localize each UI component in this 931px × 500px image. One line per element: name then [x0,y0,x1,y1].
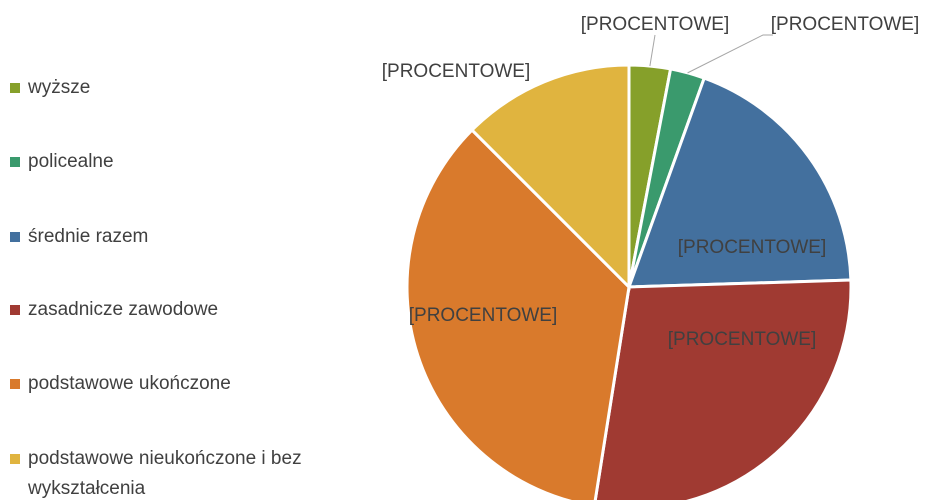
data-label: [PROCENTOWE] [581,14,730,35]
leader-line [649,34,656,67]
legend-label: podstawowe nieukończone i bez wykształce… [28,448,302,499]
legend-label: zasadnicze zawodowe [28,299,219,320]
leader-line [687,34,773,74]
legend-label: podstawowe ukończone [28,373,231,394]
legend-label: policealne [28,151,114,172]
legend-swatch [10,83,20,93]
legend-swatch [10,157,20,167]
legend-item: średnie razem [10,222,310,252]
pie-slice [593,278,853,500]
legend-item: podstawowe nieukończone i bez wykształce… [10,444,310,500]
pie-slice [469,63,631,291]
legend-item: wyższe [10,73,310,103]
data-label: [PROCENTOWE] [382,61,531,82]
data-label: [PROCENTOWE] [678,237,827,258]
legend-swatch [10,232,20,242]
pie-slice [626,76,853,289]
data-label: [PROCENTOWE] [668,329,817,350]
legend-swatch [10,379,20,389]
legend-label: średnie razem [28,226,149,247]
legend-label: wyższe [28,77,91,98]
legend-item: policealne [10,147,310,177]
legend-swatch [10,454,20,464]
data-label: [PROCENTOWE] [409,305,558,326]
pie-slice [405,127,631,500]
legend-item: podstawowe ukończone [10,369,310,399]
legend-item: zasadnicze zawodowe [10,295,310,325]
legend-swatch [10,305,20,315]
data-label: [PROCENTOWE] [771,14,920,35]
